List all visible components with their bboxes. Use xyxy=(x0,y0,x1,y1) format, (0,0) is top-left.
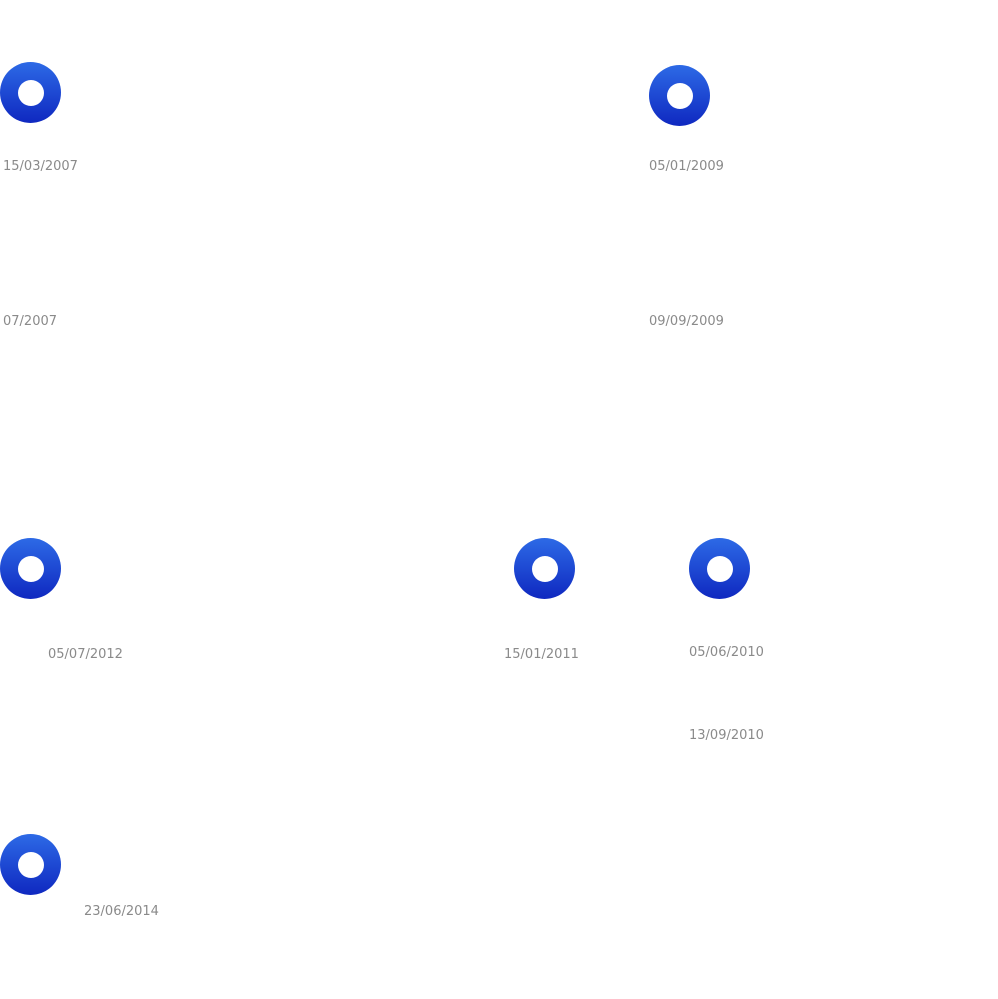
ring-marker-icon[interactable] xyxy=(649,65,710,126)
date-label: 13/09/2010 xyxy=(689,728,764,743)
ring-marker-icon[interactable] xyxy=(0,538,61,599)
date-label: 15/03/2007 xyxy=(3,159,78,174)
ring-marker-icon[interactable] xyxy=(0,62,61,123)
ring-marker-icon[interactable] xyxy=(689,538,750,599)
date-label: 05/06/2010 xyxy=(689,645,764,660)
ring-marker-icon[interactable] xyxy=(0,834,61,895)
date-label: 09/09/2009 xyxy=(649,314,724,329)
date-label: 05/01/2009 xyxy=(649,159,724,174)
date-label: 15/01/2011 xyxy=(504,647,579,662)
date-label: 05/07/2012 xyxy=(48,647,123,662)
date-label: 23/06/2014 xyxy=(84,904,159,919)
ring-marker-icon[interactable] xyxy=(514,538,575,599)
date-label: 07/2007 xyxy=(3,314,58,329)
